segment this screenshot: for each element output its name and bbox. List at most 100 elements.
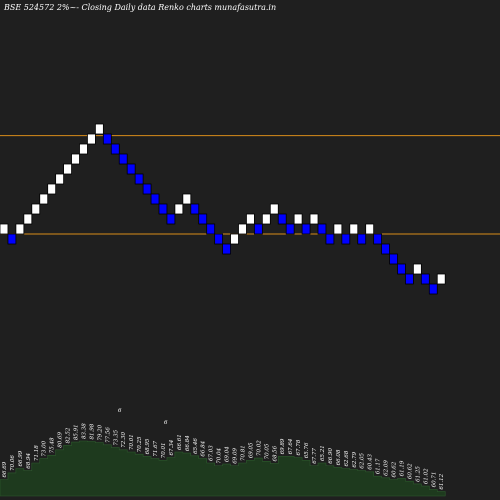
renko-brick-up xyxy=(269,203,279,215)
volume-label: 66.99 xyxy=(18,450,24,466)
volume-label: 60.62 xyxy=(392,461,398,477)
renko-brick-down xyxy=(166,213,176,225)
renko-brick-up xyxy=(39,193,49,205)
renko-brick-down xyxy=(214,233,223,245)
volume-label: 61.17 xyxy=(376,458,382,474)
renko-brick-down xyxy=(134,173,144,185)
volume-label: 71.67 xyxy=(153,440,159,456)
volume-label: 66.08 xyxy=(336,449,342,465)
renko-brick-down xyxy=(405,273,414,285)
renko-brick-up xyxy=(365,223,375,235)
volume-label: 69.09 xyxy=(233,448,239,464)
volume-label: 68.94 xyxy=(26,452,32,468)
renko-brick-up xyxy=(71,153,80,165)
volume-label: 79.20 xyxy=(97,424,103,440)
volume-label: 66.84 xyxy=(185,435,191,451)
volume-label: 66.69 xyxy=(2,461,8,477)
renko-brick-up xyxy=(95,123,104,135)
chart-title: BSE 524572 2%~- Closing Daily data Renko… xyxy=(3,3,276,12)
renko-brick-down xyxy=(158,203,168,215)
volume-label: 80.69 xyxy=(58,432,64,448)
volume-label: 69.05 xyxy=(248,442,254,458)
renko-brick-down xyxy=(325,233,335,245)
renko-brick-up xyxy=(87,133,96,145)
renko-brick-up xyxy=(0,223,9,235)
renko-brick-up xyxy=(31,203,41,215)
renko-brick-up xyxy=(174,203,184,215)
volume-label: 73.00 xyxy=(42,440,48,456)
stray-label: 6 xyxy=(164,420,168,426)
volume-label: 67.34 xyxy=(169,439,175,455)
renko-brick-down xyxy=(420,273,430,285)
renko-brick-up xyxy=(63,163,72,175)
volume-label: 68.56 xyxy=(272,445,278,461)
volume-label: 61.19 xyxy=(399,460,405,476)
renko-brick-up xyxy=(261,213,271,225)
renko-brick-down xyxy=(301,223,311,235)
renko-brick-down xyxy=(7,233,17,245)
renko-brick-up xyxy=(246,213,255,225)
volume-label: 66.84 xyxy=(201,440,207,456)
stray-label: 6 xyxy=(118,408,122,414)
volume-label: 65.46 xyxy=(193,438,199,454)
volume-label: 62.68 xyxy=(344,450,350,466)
volume-label: 77.56 xyxy=(105,427,111,443)
volume-label: 70.01 xyxy=(129,434,135,450)
renko-brick-up xyxy=(349,223,359,235)
volume-label: 62.09 xyxy=(384,460,390,476)
renko-brick-up xyxy=(15,223,25,235)
volume-label: 60.71 xyxy=(431,472,437,488)
renko-brick-down xyxy=(389,253,398,265)
volume-area xyxy=(0,440,446,497)
renko-brick-up xyxy=(309,213,319,225)
volume-label: 67.77 xyxy=(312,448,318,464)
renko-brick-down xyxy=(397,263,406,275)
renko-brick-down xyxy=(285,223,295,235)
renko-brick-up xyxy=(79,143,88,155)
volume-label: 70.02 xyxy=(256,440,262,456)
renko-brick-up xyxy=(293,213,303,225)
renko-brick-down xyxy=(428,283,438,295)
renko-brick-down xyxy=(102,133,112,145)
renko-brick-down xyxy=(110,143,120,155)
renko-brick-down xyxy=(118,153,128,165)
volume-label: 83.38 xyxy=(81,423,87,439)
renko-brick-down xyxy=(150,193,160,205)
volume-label: 65.76 xyxy=(304,442,310,458)
renko-brick-down xyxy=(317,223,327,235)
renko-brick-up xyxy=(23,213,33,225)
volume-label: 73.35 xyxy=(113,429,119,445)
volume-shape xyxy=(0,440,446,497)
volume-label: 61.25 xyxy=(415,466,421,482)
renko-brick-down xyxy=(190,203,200,215)
volume-label: 82.52 xyxy=(66,427,72,443)
renko-brick-up xyxy=(436,273,446,285)
renko-brick-down xyxy=(126,163,136,175)
volume-label: 70.01 xyxy=(161,443,167,459)
volume-label: 70.04 xyxy=(217,448,223,464)
renko-brick-down xyxy=(357,233,367,245)
renko-brick-down xyxy=(253,223,263,235)
volume-label: 61.02 xyxy=(423,468,429,484)
renko-brick-up xyxy=(47,183,57,195)
reference-lines xyxy=(0,135,500,235)
renko-brick-down xyxy=(373,233,382,245)
volume-label: 70.81 xyxy=(240,445,246,461)
volume-label: 62.79 xyxy=(352,451,358,467)
volume-label: 67.78 xyxy=(296,439,302,455)
volume-label: 68.95 xyxy=(145,438,151,454)
volume-label: 71.18 xyxy=(34,445,40,461)
volume-label: 67.03 xyxy=(209,445,215,461)
volume-label: 60.43 xyxy=(368,454,374,470)
renko-brick-up xyxy=(230,233,239,245)
volume-label: 69.04 xyxy=(225,446,231,462)
renko-brick-up xyxy=(182,193,192,205)
volume-label: 81.98 xyxy=(89,423,95,439)
volume-label: 70.06 xyxy=(10,455,16,471)
volume-label: 60.62 xyxy=(407,463,413,479)
renko-brick-down xyxy=(381,243,390,255)
volume-label: 69.89 xyxy=(280,438,286,454)
volume-label: 65.21 xyxy=(320,445,326,461)
renko-bricks xyxy=(0,123,446,295)
